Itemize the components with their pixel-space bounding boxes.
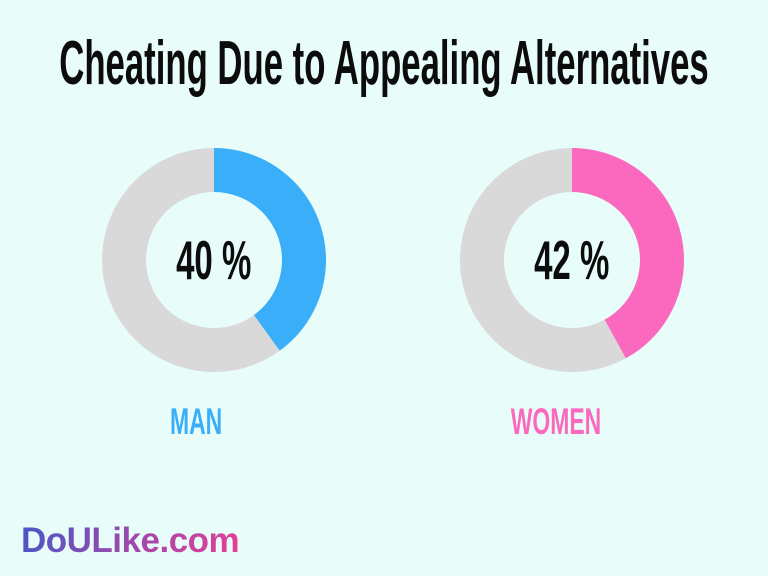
donut-center-value-women: 42 % [534,229,610,291]
donut-value-arc [102,148,326,372]
chart-title: Cheating Due to Appealing Alternatives [59,29,709,98]
donut-women-svg [460,148,684,372]
donut-chart-women: 42 % [460,148,684,372]
donut-chart-man: 40 % [102,148,326,372]
brand-logo: DoULike.com [21,521,240,560]
chart-label-women: WOMEN [510,401,602,442]
donut-man-svg [102,148,326,372]
donut-center-value-man: 40 % [176,229,252,291]
donut-value-arc [460,148,684,372]
chart-label-man: MAN [169,401,223,442]
